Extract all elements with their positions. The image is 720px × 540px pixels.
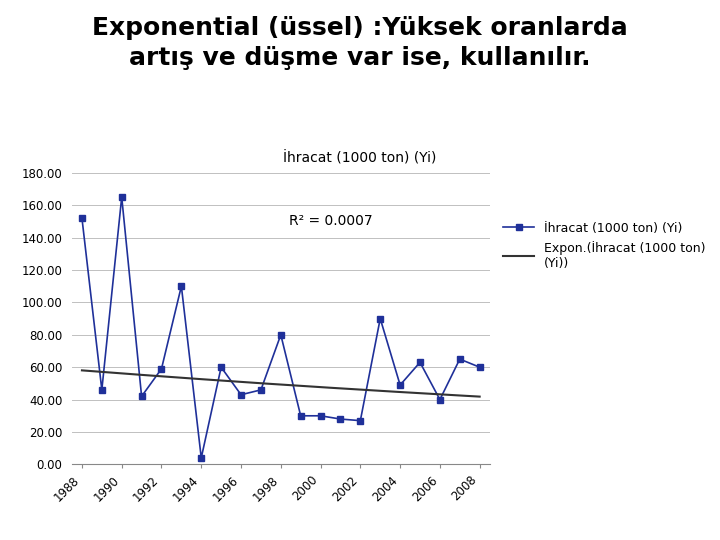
Legend: İhracat (1000 ton) (Yi), Expon.(İhracat (1000 ton)
(Yi)): İhracat (1000 ton) (Yi), Expon.(İhracat … xyxy=(498,217,711,275)
Text: R² = 0.0007: R² = 0.0007 xyxy=(289,214,373,228)
Text: Exponential (üssel) :Yüksek oranlarda
artış ve düşme var ise, kullanılır.: Exponential (üssel) :Yüksek oranlarda ar… xyxy=(92,16,628,70)
Text: İhracat (1000 ton) (Yi): İhracat (1000 ton) (Yi) xyxy=(283,151,437,166)
